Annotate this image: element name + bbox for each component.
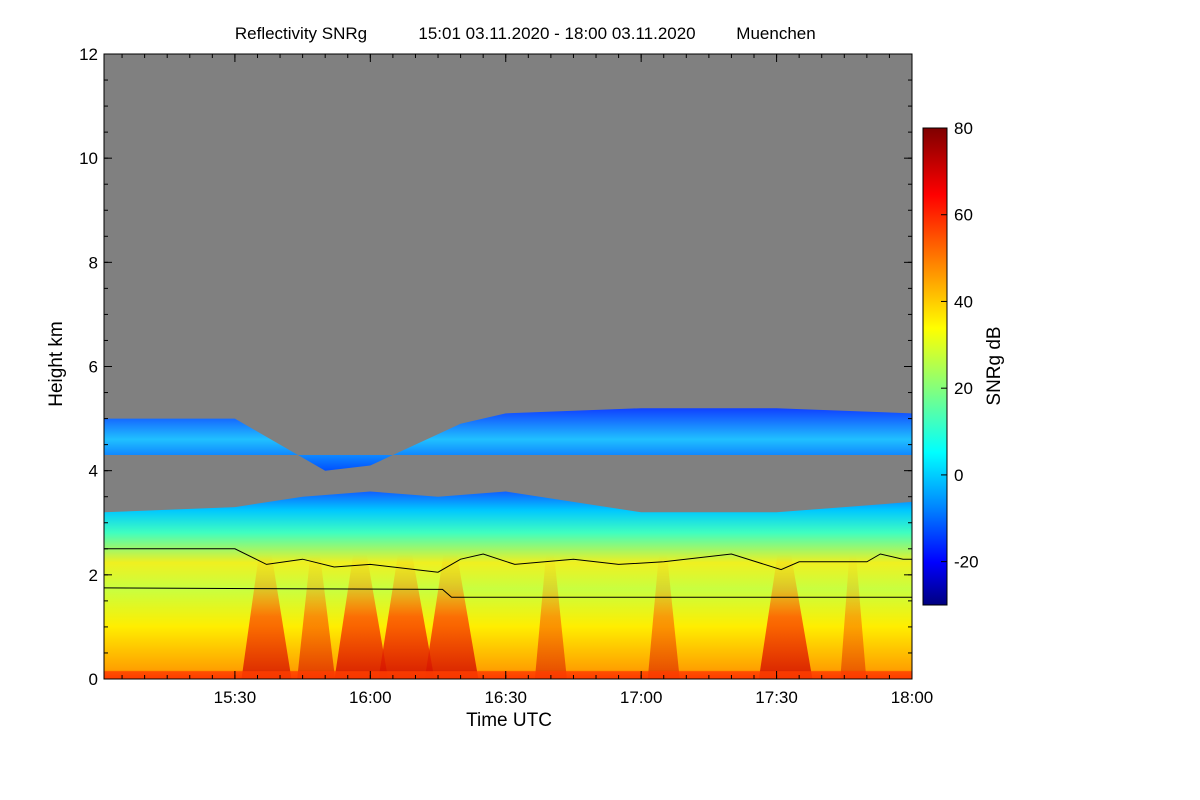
- y-tick-label: 12: [79, 45, 98, 64]
- x-tick-label: 16:30: [484, 688, 527, 707]
- x-tick-label: 16:00: [349, 688, 392, 707]
- fall-streak: [334, 554, 389, 679]
- y-tick-label: 2: [89, 566, 98, 585]
- y-axis-label: Height km: [46, 321, 67, 407]
- y-tick-label: 8: [89, 253, 98, 272]
- fall-streak: [297, 554, 336, 679]
- y-tick-label: 6: [89, 358, 98, 377]
- fall-streak: [424, 554, 479, 679]
- fall-streak: [840, 554, 867, 679]
- fall-streak: [647, 554, 680, 679]
- y-tick-label: 0: [89, 670, 98, 689]
- x-tick-label: 17:30: [755, 688, 798, 707]
- fall-streak: [534, 554, 567, 679]
- colorbar-tick-label: 40: [954, 292, 973, 311]
- upper-height-line: [104, 548, 912, 573]
- colorbar-tick-label: 80: [954, 119, 973, 138]
- colorbar-tick-label: 20: [954, 379, 973, 398]
- x-tick-label: 17:00: [620, 688, 663, 707]
- colorbar-tick-label: 60: [954, 206, 973, 225]
- chart-location: Muenchen: [736, 24, 815, 43]
- colorbar-tick-label: 0: [954, 466, 963, 485]
- colorbar-label: SNRg dB: [984, 326, 1005, 405]
- fall-streak: [241, 554, 292, 679]
- x-tick-label: 15:30: [214, 688, 257, 707]
- x-tick-label: 18:00: [891, 688, 934, 707]
- x-axis-label: Time UTC: [466, 710, 552, 731]
- colorbar-tick-label: -20: [954, 553, 979, 572]
- chart-time-range: 15:01 03.11.2020 - 18:00 03.11.2020: [418, 24, 695, 43]
- fall-streak: [758, 554, 813, 679]
- colorbar: [922, 127, 948, 606]
- lower-height-line: [104, 587, 912, 598]
- y-tick-label: 4: [89, 462, 98, 481]
- fall-streak: [378, 554, 435, 679]
- chart-title: Reflectivity SNRg: [235, 24, 367, 43]
- y-tick-label: 10: [79, 149, 98, 168]
- surface-band: [104, 671, 912, 679]
- plot-area: [104, 54, 912, 679]
- upper-cloud-layer: [104, 408, 912, 471]
